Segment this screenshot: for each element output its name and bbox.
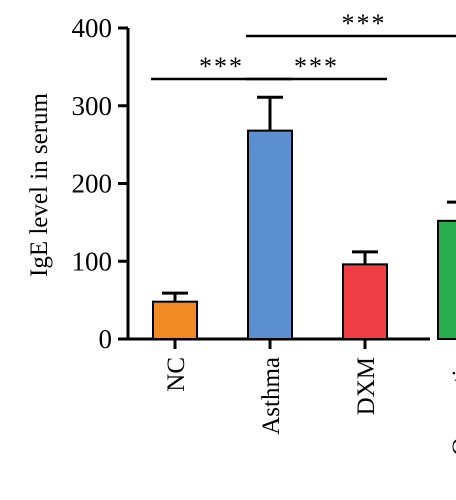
x-tick-label: NC [163, 357, 190, 392]
bar-dxm [342, 263, 388, 340]
significance-annotations: *** ****** [151, 9, 456, 81]
y-tick-label: 400 [72, 13, 113, 43]
x-tick-label: Asthma [258, 357, 285, 435]
y-axis-label: IgE level in serum [26, 92, 53, 277]
significance-label: *** [294, 52, 339, 81]
y-tick-label: 200 [72, 169, 113, 199]
y-tick-label: 300 [72, 91, 113, 121]
x-tick-label: DXM [353, 357, 380, 415]
significance-label: *** [199, 52, 244, 81]
bar-quercetin [437, 219, 456, 341]
x-tick-label: Quercetin [448, 357, 456, 456]
error-bars [162, 95, 456, 302]
y-tick-label: 100 [72, 246, 113, 276]
axes: 0 100 200 300 400 NC Asthma DXM Quercetin [72, 13, 456, 456]
significance-label: *** [342, 9, 387, 38]
bar-asthma [247, 129, 293, 340]
y-tick-label: 0 [99, 324, 113, 354]
bars [152, 129, 456, 341]
bar-nc [152, 300, 198, 340]
